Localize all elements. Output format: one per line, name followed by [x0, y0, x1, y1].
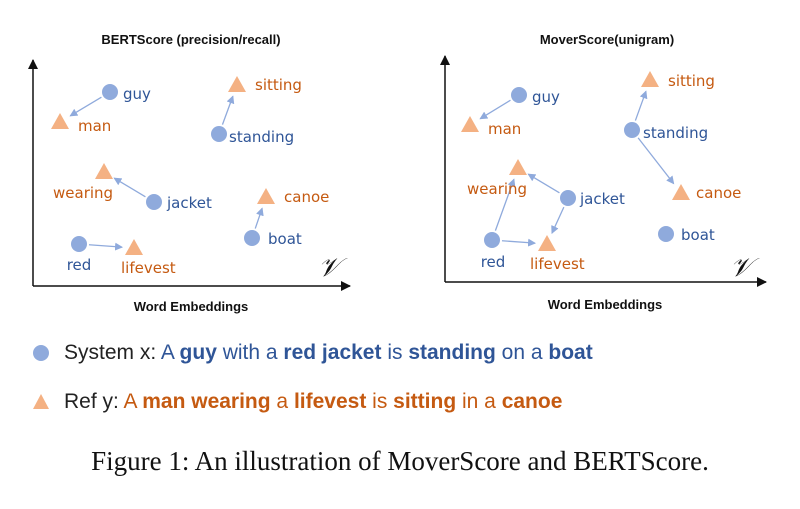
word-label: lifevest — [121, 259, 176, 277]
reference-word-triangle — [461, 116, 479, 132]
sentence-token: lifevest — [293, 390, 367, 413]
alignment-arrow — [494, 178, 516, 231]
sentence-token: red jacket — [283, 341, 382, 364]
sentence-token: A — [123, 390, 143, 413]
word-label: guy — [532, 88, 560, 106]
sentence-token: in a — [456, 390, 502, 413]
system-word-dot — [244, 230, 260, 246]
alignment-arrow — [113, 177, 146, 198]
word-label: canoe — [696, 184, 741, 202]
figure-canvas: BERTScore (precision/recall) 𝒱 Word Embe… — [28, 32, 767, 314]
alignment-arrow — [69, 96, 102, 117]
word-label: wearing — [53, 184, 113, 202]
system-word-dot — [71, 236, 87, 252]
word-label: standing — [643, 124, 708, 142]
embedding-space-symbol: 𝒱 — [318, 253, 348, 283]
word-label: guy — [123, 85, 151, 103]
alignment-links — [479, 90, 675, 247]
sentence-token: is — [381, 341, 409, 364]
alignment-arrow — [634, 90, 648, 121]
alignment-arrow — [254, 207, 264, 229]
sentence-token: boat — [548, 341, 593, 364]
sentence-token: with a — [216, 341, 284, 364]
alignment-arrow — [501, 238, 537, 247]
legend-reference-sentence: A man wearing a lifevest is sitting in a… — [124, 390, 563, 413]
panel-title: BERTScore (precision/recall) — [101, 32, 280, 47]
reference-word-triangle — [228, 76, 246, 92]
triangle-icon — [33, 394, 49, 410]
figure-caption: Figure 1: An illustration of MoverScore … — [91, 446, 709, 476]
word-label: wearing — [467, 180, 527, 198]
word-label: red — [67, 256, 92, 274]
panel-title: MoverScore(unigram) — [540, 32, 674, 47]
x-axis-label: Word Embeddings — [134, 299, 249, 314]
sentence-token: A — [160, 341, 180, 364]
legend-system-sentence: A guy with a red jacket is standing on a… — [161, 341, 593, 364]
alignment-arrow — [551, 206, 565, 234]
sentence-token: standing — [408, 341, 496, 364]
alignment-arrow — [527, 173, 560, 194]
sentence-token: sitting — [393, 390, 457, 413]
sentence-token: is — [366, 390, 394, 413]
alignment-arrow — [88, 242, 124, 251]
reference-word-triangle — [641, 71, 659, 87]
word-label: jacket — [166, 194, 212, 212]
word-label: standing — [229, 128, 294, 146]
word-label: jacket — [579, 190, 625, 208]
legend-system-prefix: System x: — [64, 341, 161, 364]
circle-icon — [33, 345, 49, 362]
legend-reference-prefix: Ref y: — [64, 390, 124, 413]
reference-word-triangle — [125, 239, 143, 255]
word-label: boat — [268, 230, 302, 248]
system-word-dot — [624, 122, 640, 138]
sentence-token: canoe — [501, 390, 563, 413]
sentence-token: man wearing — [142, 390, 271, 413]
reference-word-triangle — [51, 113, 69, 129]
sentence-token: on a — [495, 341, 549, 364]
reference-word-triangle — [509, 159, 527, 175]
system-word-dot — [146, 194, 162, 210]
reference-word-triangle — [257, 188, 275, 204]
word-label: man — [488, 120, 521, 138]
word-label: sitting — [668, 72, 715, 90]
legend-reference: Ref y: A man wearing a lifevest is sitti… — [32, 390, 562, 414]
word-label: boat — [681, 226, 715, 244]
alignment-arrow — [479, 99, 511, 120]
legend-system: System x: A guy with a red jacket is sta… — [32, 341, 593, 365]
word-label: canoe — [284, 188, 329, 206]
sentence-token: guy — [179, 341, 217, 364]
word-label: man — [78, 117, 111, 135]
system-word-dot — [211, 126, 227, 142]
word-label: lifevest — [530, 255, 585, 273]
x-axis-label: Word Embeddings — [548, 297, 663, 312]
panel-bertscore: BERTScore (precision/recall) 𝒱 Word Embe… — [28, 32, 351, 314]
alignment-links — [69, 95, 264, 251]
system-word-dot — [511, 87, 527, 103]
embedding-space-symbol: 𝒱 — [730, 253, 760, 283]
system-word-dot — [102, 84, 118, 100]
system-word-dot — [484, 232, 500, 248]
alignment-arrow — [637, 137, 675, 185]
panel-moverscore: MoverScore(unigram) 𝒱 Word Embeddings gu… — [440, 32, 767, 312]
word-label: red — [481, 253, 506, 271]
reference-word-triangle — [672, 184, 690, 200]
reference-word-triangle — [538, 235, 556, 251]
alignment-arrow — [221, 95, 235, 125]
system-word-dot — [560, 190, 576, 206]
reference-word-triangle — [95, 163, 113, 179]
sentence-token: a — [270, 390, 294, 413]
system-word-dot — [658, 226, 674, 242]
word-label: sitting — [255, 76, 302, 94]
